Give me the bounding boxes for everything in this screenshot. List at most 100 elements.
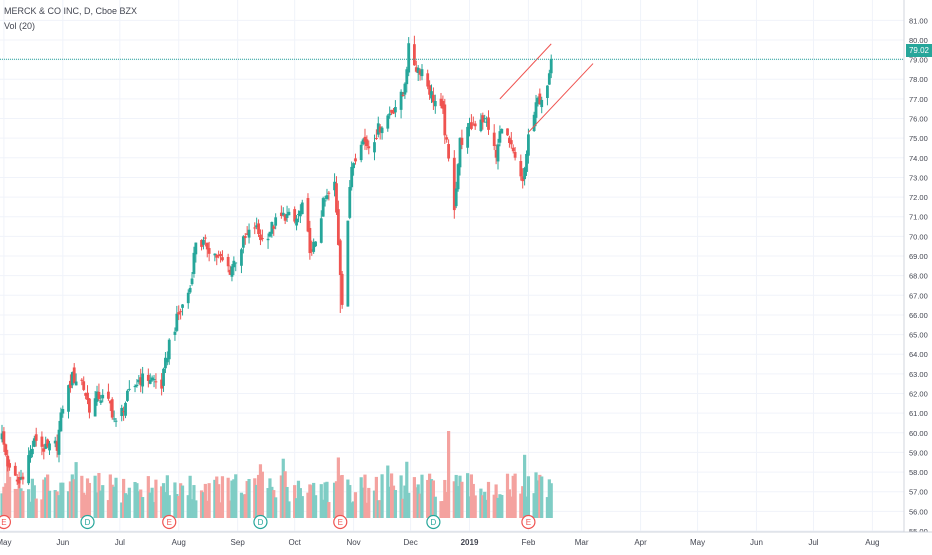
candle-up <box>350 161 354 191</box>
time-tick-label: Jul <box>115 538 125 547</box>
time-axis: May Jun Jul Aug Sep Oct Nov Dec 2019 Feb Mar Apr May… <box>0 531 932 550</box>
volume-bar-down <box>391 485 396 518</box>
candle-up <box>496 138 500 170</box>
volume-indicator-label: Vol (20) <box>4 21 36 31</box>
volume-bar-up <box>27 489 31 518</box>
candle-up <box>127 380 131 392</box>
candle-body <box>245 233 249 235</box>
candle-up <box>479 113 483 133</box>
candle-body <box>150 377 154 381</box>
earnings-event-marker[interactable]: E <box>162 514 177 530</box>
volume-bar-down <box>469 474 474 518</box>
candle-body <box>466 126 470 148</box>
candle-body <box>338 240 342 275</box>
candle-body <box>519 161 523 177</box>
candle-down <box>40 431 44 456</box>
volume-bar-up <box>540 476 544 518</box>
earnings-event-marker[interactable]: E <box>0 514 11 530</box>
volume-bar-up <box>112 486 116 518</box>
price-tick-label: 80.00 <box>909 36 928 45</box>
candle-up <box>500 128 504 134</box>
volume-bar-up <box>405 461 409 518</box>
volume-bar-down <box>426 479 430 518</box>
candle-down <box>177 305 181 321</box>
candle-down <box>243 233 247 245</box>
candle-body <box>95 391 99 402</box>
candle-down <box>259 229 262 246</box>
volume-bar-up <box>274 497 278 518</box>
volume-bar-up <box>125 494 130 518</box>
candle-body <box>412 44 416 66</box>
candle-body <box>532 114 536 132</box>
candle-body <box>306 198 310 232</box>
candle-body <box>479 119 483 131</box>
price-tick-label: 60.00 <box>909 429 928 438</box>
dividend-event-marker[interactable]: D <box>426 514 441 530</box>
price-tick-label: 62.00 <box>909 390 928 399</box>
price-tick-label: 67.00 <box>909 291 928 300</box>
candle-body <box>230 266 234 277</box>
volume-bar-down <box>481 495 485 518</box>
dividend-event-marker[interactable]: D <box>80 514 95 530</box>
event-marker-circle <box>521 514 536 530</box>
candle-up <box>297 210 300 223</box>
volume-bar-down <box>486 481 491 518</box>
volume-bar-down <box>519 493 523 518</box>
candle-up <box>393 100 397 118</box>
candle-down <box>257 219 260 238</box>
candle-down <box>310 240 314 256</box>
volume-bar-down <box>228 500 232 518</box>
dividend-event-marker[interactable]: D <box>253 514 268 530</box>
candle-down <box>367 140 371 155</box>
candle-body <box>456 164 460 190</box>
volume-bar-up <box>66 491 71 518</box>
candle-up <box>270 221 274 238</box>
trendlines <box>499 43 594 133</box>
candle-down <box>443 98 447 144</box>
candle-down <box>431 87 435 110</box>
volume-bar-up <box>161 483 166 518</box>
candle-up <box>405 66 409 93</box>
time-tick-label: 2019 <box>461 538 479 547</box>
candle-body <box>141 373 145 387</box>
candle-up <box>380 126 384 140</box>
candle-body <box>99 400 103 403</box>
candle-body <box>173 331 177 335</box>
candle-body <box>319 218 323 243</box>
candle-body <box>540 99 544 108</box>
candle-body <box>137 379 141 383</box>
candle-up <box>540 96 544 114</box>
candle-body <box>34 434 38 441</box>
candle-up <box>549 54 553 79</box>
event-marker-label: E <box>526 518 531 527</box>
candle-body <box>352 163 355 169</box>
volume-bar-up <box>332 482 337 518</box>
candle-down <box>508 135 511 148</box>
candle-body <box>188 287 192 293</box>
candle-body <box>279 212 283 216</box>
price-tick-label: 76.00 <box>909 115 928 124</box>
candle-body <box>55 441 59 451</box>
grid-lines <box>0 0 904 532</box>
price-tick-label: 63.00 <box>909 370 928 379</box>
candle-up <box>32 435 36 448</box>
volume-bar-down <box>258 464 263 518</box>
price-tick-label: 65.00 <box>909 331 928 340</box>
candle-body <box>376 123 380 135</box>
candle-down <box>494 144 498 165</box>
volume-bar-down <box>160 486 164 518</box>
volume-bar-down <box>363 474 367 518</box>
candle-body <box>179 311 183 313</box>
volume-bar-down <box>55 491 59 518</box>
volume-bar-down <box>338 475 342 518</box>
candle-body <box>390 109 393 113</box>
candle-up <box>240 247 243 274</box>
earnings-event-marker[interactable]: E <box>333 514 348 530</box>
earnings-event-marker[interactable]: E <box>521 514 536 530</box>
candle-down <box>283 213 287 225</box>
candle-down <box>55 434 59 458</box>
volume-bar-down <box>418 493 422 518</box>
volume-bar-down <box>108 474 112 518</box>
